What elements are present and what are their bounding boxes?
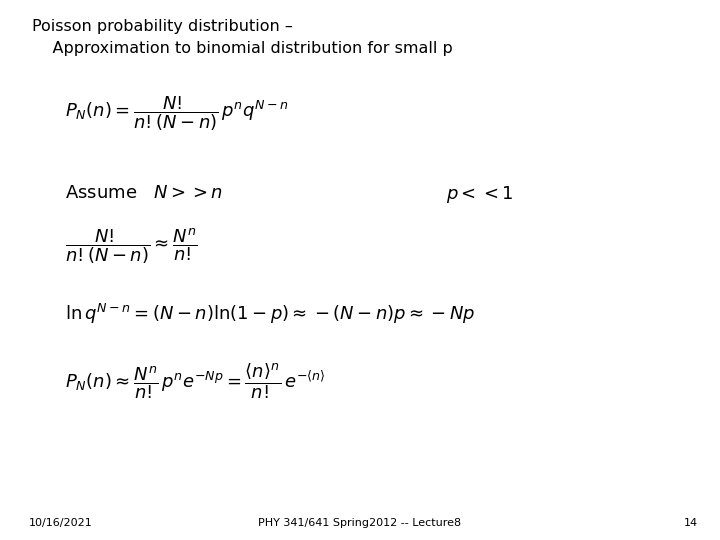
Text: Approximation to binomial distribution for small p: Approximation to binomial distribution f… [32, 40, 453, 56]
Text: $P_N(n) = \dfrac{N!}{n!\left(N-n\right)}\,p^n q^{N-n}$: $P_N(n) = \dfrac{N!}{n!\left(N-n\right)}… [65, 94, 289, 133]
Text: 10/16/2021: 10/16/2021 [29, 518, 93, 528]
Text: $\ln q^{N-n} = \left(N-n\right)\ln(1-p) \approx -\left(N-n\right)p \approx -Np$: $\ln q^{N-n} = \left(N-n\right)\ln(1-p) … [65, 302, 475, 327]
Text: PHY 341/641 Spring2012 -- Lecture8: PHY 341/641 Spring2012 -- Lecture8 [258, 518, 462, 528]
Text: $p << 1$: $p << 1$ [446, 184, 514, 205]
Text: $\dfrac{N!}{n!\left(N-n\right)} \approx \dfrac{N^n}{n!}$: $\dfrac{N!}{n!\left(N-n\right)} \approx … [65, 227, 197, 266]
Text: $P_N(n) \approx \dfrac{N^n}{n!}\,p^n e^{-Np} = \dfrac{\langle n \rangle^n}{n!}\,: $P_N(n) \approx \dfrac{N^n}{n!}\,p^n e^{… [65, 362, 325, 401]
Text: Assume   $N >> n$: Assume $N >> n$ [65, 184, 223, 201]
Text: 14: 14 [684, 518, 698, 528]
Text: Poisson probability distribution –: Poisson probability distribution – [32, 19, 293, 34]
